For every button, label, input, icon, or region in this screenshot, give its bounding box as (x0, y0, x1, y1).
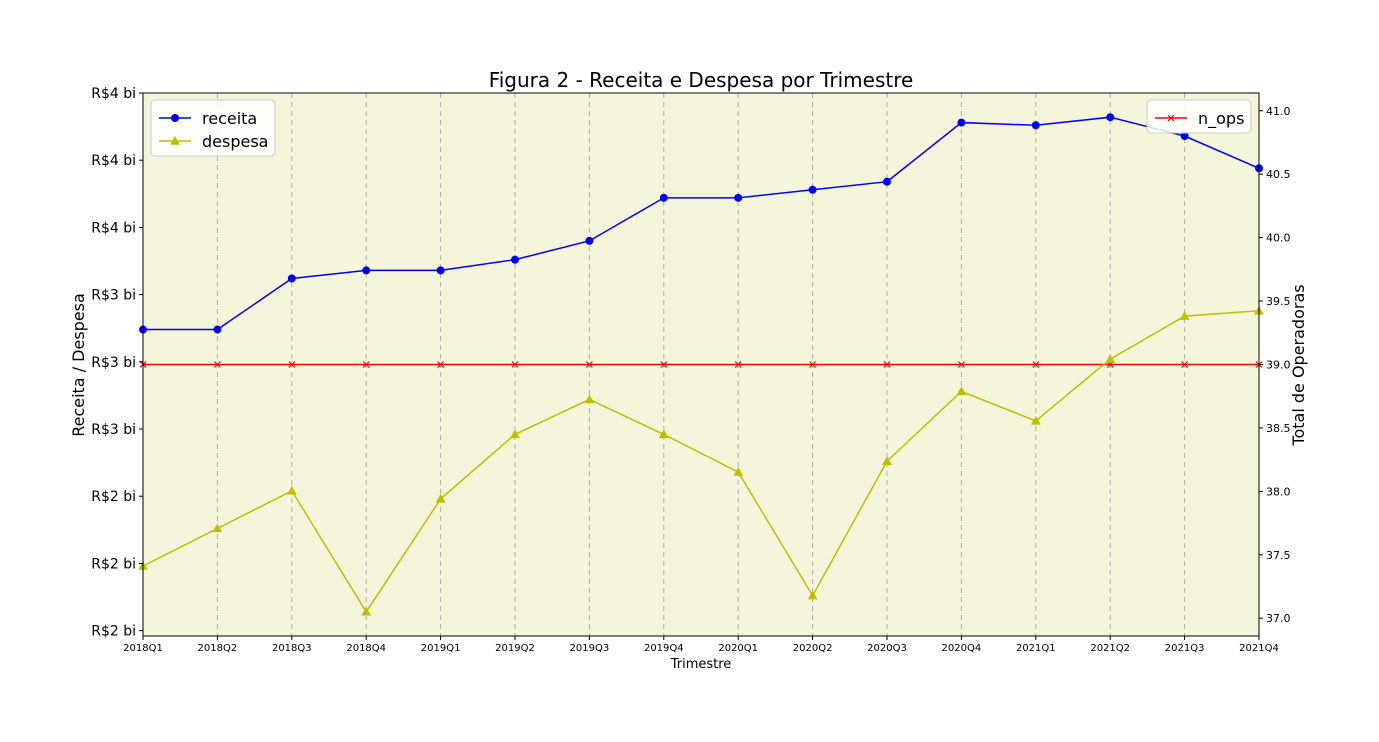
x-tick-label: 2018Q2 (198, 643, 238, 654)
x-tick-label: 2018Q4 (346, 643, 386, 654)
y-tick-label: R$2 bi (91, 556, 136, 572)
y2-tick-label: 39.0 (1266, 359, 1291, 372)
point-receita-2020Q4 (957, 118, 966, 127)
legend-marker-despesa (170, 135, 180, 145)
y-tick-label: R$4 bi (91, 153, 136, 169)
point-despesa-2018Q2 (212, 523, 223, 533)
y-tick-label: R$3 bi (91, 355, 136, 371)
point-despesa-2020Q3 (882, 456, 892, 465)
point-n_ops-2019Q4 (660, 361, 668, 368)
legend-label-receita: receita (202, 109, 257, 128)
x-tick-label: 2020Q3 (867, 643, 907, 654)
point-receita-2019Q1 (436, 266, 445, 275)
x-tick-label: 2019Q1 (421, 643, 461, 654)
x-tick-label: 2019Q3 (570, 643, 610, 654)
point-despesa-2020Q2 (807, 590, 818, 600)
legend-label-n_ops: n_ops (1198, 109, 1244, 129)
y2-tick-label: 40.5 (1266, 168, 1291, 181)
point-n_ops-2018Q3 (288, 361, 296, 368)
y2-tick-label: 37.5 (1266, 549, 1291, 562)
point-receita-2021Q1 (1031, 121, 1040, 130)
legend-label-despesa: despesa (202, 132, 268, 151)
y-tick-label: R$2 bi (91, 624, 136, 640)
y2-tick-label: 40.0 (1266, 232, 1291, 245)
point-despesa-2021Q1 (1030, 415, 1041, 425)
point-receita-2019Q3 (585, 236, 594, 245)
point-n_ops-2021Q1 (1032, 361, 1040, 368)
legend-left: receita despesa (150, 99, 276, 157)
y-tick-label: R$3 bi (91, 422, 136, 438)
point-despesa-2019Q3 (584, 394, 595, 404)
point-despesa-2018Q4 (361, 606, 372, 616)
x-tick-label: 2021Q3 (1165, 643, 1205, 654)
legend-right: n_ops (1146, 99, 1252, 134)
chart-title: Figura 2 - Receita e Despesa por Trimest… (489, 68, 914, 92)
point-n_ops-2021Q3 (1181, 361, 1189, 368)
y2-tick-label: 41.0 (1266, 105, 1291, 118)
point-despesa-2020Q4 (956, 386, 967, 396)
y-axis-right: 37.0 37.5 38.0 38.5 39.0 39.5 40.0 40.5 41.0 (1259, 105, 1291, 625)
y-tick-label: R$4 bi (91, 86, 136, 102)
legend-marker-n_ops (1167, 114, 1175, 122)
point-receita-2018Q3 (287, 274, 296, 283)
y-tick-label: R$2 bi (91, 489, 136, 505)
x-tick-label: 2021Q1 (1016, 643, 1056, 654)
point-despesa-2021Q2 (1105, 354, 1116, 363)
y-tick-label: R$3 bi (91, 288, 136, 304)
y2-tick-label: 39.5 (1266, 295, 1291, 308)
legend-marker-receita (171, 114, 179, 122)
point-receita-2018Q2 (213, 325, 222, 334)
x-tick-label: 2019Q2 (495, 643, 535, 654)
point-n_ops-2018Q2 (213, 361, 221, 368)
point-receita-2018Q4 (362, 266, 371, 275)
point-despesa-2021Q3 (1179, 311, 1190, 320)
x-tick-label: 2020Q2 (793, 643, 833, 654)
series-despesa (138, 305, 1264, 616)
point-despesa-2019Q2 (510, 429, 520, 439)
x-tick-label: 2021Q4 (1239, 643, 1279, 654)
series-line-despesa (142, 309, 1260, 614)
series-layer (138, 113, 1264, 616)
point-receita-2021Q3 (1180, 132, 1189, 141)
point-n_ops-2020Q3 (883, 361, 891, 368)
x-tick-label: 2018Q3 (272, 643, 312, 654)
legend-box (150, 99, 276, 157)
point-receita-2020Q1 (734, 193, 743, 202)
series-line-receita (143, 116, 1260, 331)
point-n_ops-2018Q4 (362, 361, 370, 368)
point-n_ops-2019Q3 (585, 361, 593, 368)
point-receita-2020Q3 (883, 177, 891, 186)
point-despesa-2020Q1 (733, 466, 744, 476)
point-n_ops-2020Q1 (734, 361, 742, 368)
y-axis-label: Receita / Despesa (69, 293, 88, 437)
x-tick-label: 2018Q1 (123, 643, 163, 654)
legend-box (1146, 99, 1252, 134)
x-tick-label: 2020Q4 (942, 643, 982, 654)
series-receita (139, 113, 1263, 334)
x-axis: 2018Q1 2018Q2 2018Q3 2018Q4 2019Q1 2019Q2 2019… (123, 636, 1279, 654)
point-despesa-2019Q1 (435, 493, 446, 503)
y2-tick-label: 38.0 (1266, 485, 1291, 498)
y2-axis-label: Total de Operadoras (1289, 284, 1308, 446)
y-tick-label: R$4 bi (91, 220, 136, 236)
point-n_ops-2019Q2 (511, 361, 519, 368)
y2-tick-label: 37.0 (1266, 612, 1291, 625)
y-axis-left: R$2 bi R$2 bi R$2 bi R$3 bi R$3 bi R$3 bi R$4 … (91, 86, 143, 640)
point-n_ops-2020Q4 (957, 361, 965, 368)
point-receita-2019Q4 (659, 193, 668, 202)
x-axis-label: Trimestre (670, 657, 732, 672)
point-receita-2019Q2 (511, 255, 519, 264)
x-tick-label: 2021Q2 (1090, 643, 1130, 654)
point-n_ops-2019Q1 (437, 361, 445, 368)
y2-tick-label: 38.5 (1266, 422, 1291, 435)
point-n_ops-2020Q2 (809, 361, 817, 368)
x-tick-label: 2020Q1 (718, 643, 758, 654)
point-receita-2021Q2 (1106, 113, 1115, 122)
point-despesa-2018Q3 (286, 485, 297, 495)
point-receita-2020Q2 (808, 185, 817, 194)
point-despesa-2019Q4 (658, 429, 669, 439)
x-tick-label: 2019Q4 (644, 643, 684, 654)
